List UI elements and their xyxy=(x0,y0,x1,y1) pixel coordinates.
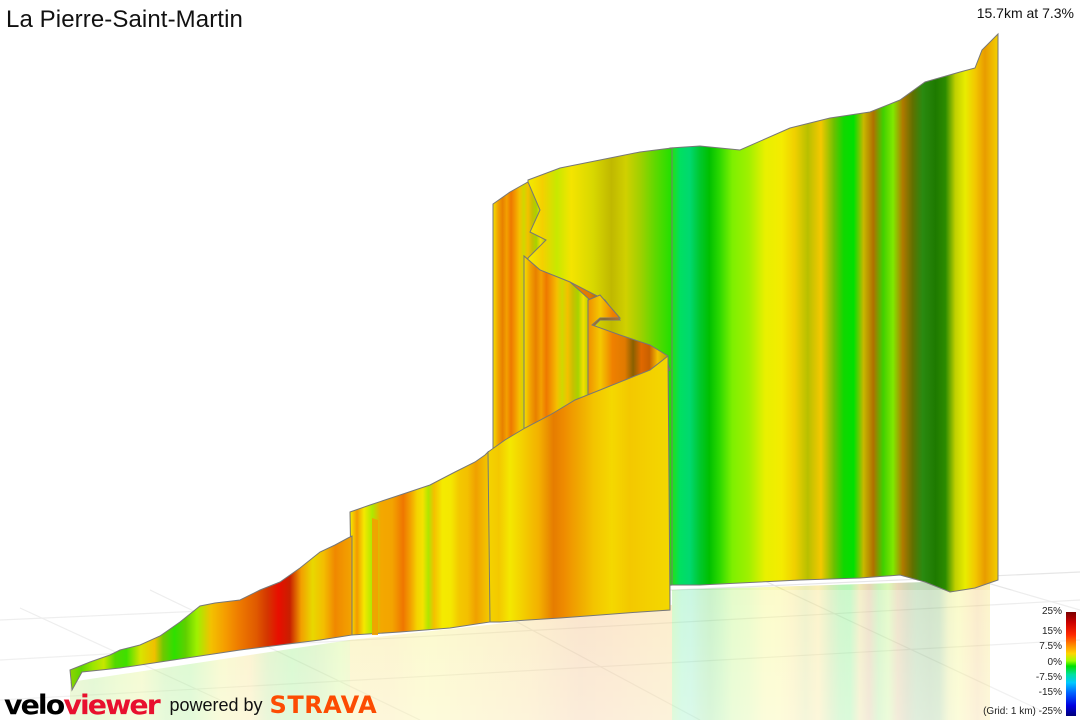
legend-tick: 15% xyxy=(1041,626,1062,637)
profile-segment-start xyxy=(69,535,353,692)
legend-tick: 25% xyxy=(1041,606,1062,617)
profile-segment-mid xyxy=(487,354,671,623)
strava-logo[interactable]: STRAVA xyxy=(269,691,378,719)
legend-tick: 0% xyxy=(1047,657,1062,668)
legend-tick: -15% xyxy=(1038,687,1062,698)
legend-tick: 7.5% xyxy=(1039,641,1062,652)
gradient-colorbar xyxy=(1066,612,1076,716)
legend-tick-grid: (Grid: 1 km) -25% xyxy=(983,706,1062,717)
profile-step-marker xyxy=(372,518,378,635)
climb-title: La Pierre-Saint-Martin xyxy=(6,6,243,33)
legend-tick: -7.5% xyxy=(1035,672,1062,683)
gradient-legend: 25% 15% 7.5% 0% -7.5% -15% (Grid: 1 km) … xyxy=(970,606,1080,720)
branding: veloviewer powered by STRAVA xyxy=(4,689,378,721)
profile-segment-lower xyxy=(349,450,491,636)
climb-summary: 15.7km at 7.3% xyxy=(976,5,1074,21)
profile-segment-summit xyxy=(669,32,999,593)
veloviewer-logo[interactable]: veloviewer xyxy=(4,689,161,721)
powered-by-label: powered by xyxy=(169,694,263,715)
